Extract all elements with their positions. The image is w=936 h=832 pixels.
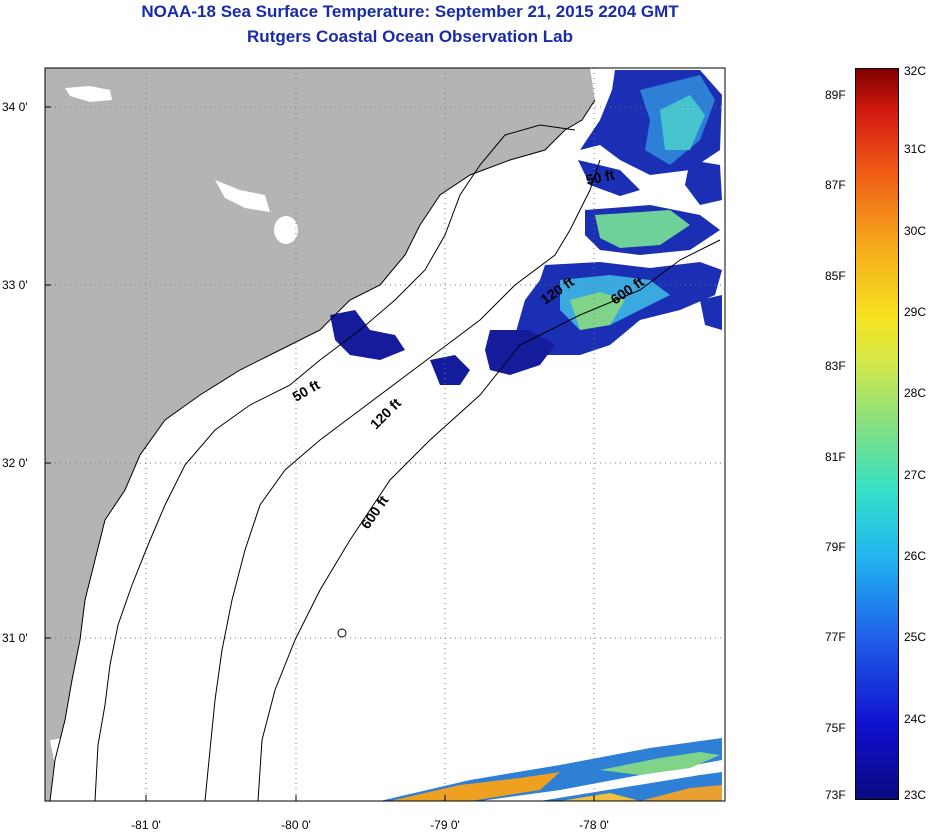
depth-contours [94, 124, 721, 801]
colorbar-c-label: 29C [904, 305, 927, 319]
colorbar-c-label: 30C [904, 223, 927, 238]
lat-label: 33 0' [2, 278, 28, 292]
colorbar-c-label: 25C [904, 630, 927, 645]
map-subtitle: Rutgers Coastal Ocean Observation Lab [247, 27, 573, 46]
temperature-colorbar [855, 68, 899, 800]
colorbar-f-label: 77F [825, 630, 846, 645]
inland-lake [65, 86, 112, 102]
colorbar-f-label: 73F [825, 788, 846, 802]
colorbar-f-label: 87F [825, 178, 846, 193]
colorbar-c-label: 23C [904, 788, 927, 802]
land-area [45, 68, 595, 801]
lon-label: -78 0' [579, 818, 609, 832]
colorbar-f-label: 85F [825, 268, 846, 283]
colorbar-c-label: 32C [904, 64, 927, 78]
coastline [49, 99, 596, 801]
map-frame [44, 67, 726, 802]
colorbar-c-label: 26C [904, 549, 927, 563]
colorbar-c-label: 27C [904, 467, 927, 482]
colorbar-f-label: 75F [825, 720, 846, 735]
lon-label: -81 0' [131, 818, 161, 832]
lat-label: 34 0' [2, 100, 28, 114]
colorbar-c-label: 24C [904, 711, 927, 726]
map-title: NOAA-18 Sea Surface Temperature: Septemb… [141, 2, 679, 21]
inland-lake [274, 216, 298, 244]
colorbar-f-label: 89F [825, 88, 846, 103]
contour-label: 50 ft [584, 166, 616, 188]
tick-marks [45, 106, 595, 801]
lat-label: 32 0' [2, 456, 28, 470]
colorbar-f-label: 83F [825, 359, 846, 374]
lat-label: 31 0' [2, 631, 28, 645]
colorbar-c-label: 31C [904, 142, 927, 157]
inland-lake [215, 180, 270, 212]
lon-label: -79 0' [430, 818, 460, 832]
graticule [45, 68, 725, 801]
lon-label: -80 0' [281, 818, 311, 832]
colorbar-c-label: 28C [904, 386, 927, 401]
colorbar-f-label: 81F [825, 449, 846, 464]
colorbar-f-label: 79F [825, 539, 846, 554]
